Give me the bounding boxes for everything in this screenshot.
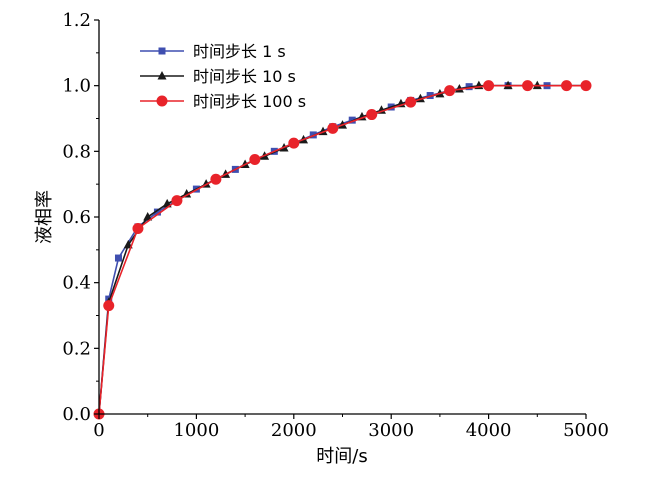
legend-marker <box>158 47 166 55</box>
data-point <box>210 173 222 185</box>
legend-label: 时间步长 100 s <box>193 92 306 111</box>
legend-marker <box>157 71 167 80</box>
legend-label: 时间步长 1 s <box>193 42 286 61</box>
data-point <box>103 300 115 312</box>
y-tick-label: 1.2 <box>62 10 91 31</box>
x-tick-label: 2000 <box>271 420 317 441</box>
data-point <box>114 254 122 262</box>
data-point <box>366 109 378 121</box>
data-point <box>132 222 144 234</box>
plot-area <box>93 80 592 420</box>
series-line <box>98 84 586 415</box>
series-2 <box>94 80 591 418</box>
y-axis-title: 液相率 <box>34 190 55 244</box>
data-point <box>444 85 456 97</box>
y-tick-label: 0.2 <box>62 338 91 359</box>
axes <box>98 20 586 415</box>
data-point <box>249 154 261 166</box>
series-line <box>98 84 586 415</box>
data-point <box>153 208 161 216</box>
y-tick-label: 0.4 <box>62 273 91 294</box>
data-point <box>561 80 573 92</box>
legend-item: 时间步长 10 s <box>140 67 296 86</box>
legend-label: 时间步长 10 s <box>193 67 296 86</box>
y-tick-label: 0.8 <box>62 141 91 162</box>
y-tick-label: 0.0 <box>62 404 91 425</box>
legend-marker <box>156 95 168 107</box>
legend-item: 时间步长 1 s <box>140 42 286 61</box>
legend: 时间步长 1 s 时间步长 10 s 时间步长 100 s <box>140 42 306 111</box>
data-point <box>580 80 592 92</box>
data-point <box>327 122 339 134</box>
legend-item: 时间步长 100 s <box>140 92 306 111</box>
data-point <box>288 137 300 149</box>
data-point <box>171 195 183 207</box>
series-line <box>98 84 586 415</box>
ticks: 0 1000 2000 3000 4000 5000 0.0 0.2 0.4 0.6 0.8 1.0 1… <box>62 10 609 441</box>
y-tick-label: 1.0 <box>62 76 91 97</box>
data-point <box>143 212 153 221</box>
x-tick-label: 4000 <box>466 420 512 441</box>
series-3 <box>93 80 592 420</box>
data-point <box>522 80 534 92</box>
x-tick-label: 0 <box>93 420 104 441</box>
x-tick-label: 5000 <box>563 420 609 441</box>
x-axis-title: 时间/s <box>316 446 367 467</box>
series-1 <box>95 82 590 418</box>
x-tick-label: 1000 <box>173 420 219 441</box>
x-tick-label: 3000 <box>368 420 414 441</box>
data-point <box>182 189 192 198</box>
data-point <box>483 80 495 92</box>
y-tick-label: 0.6 <box>62 207 91 228</box>
data-point <box>405 96 417 108</box>
